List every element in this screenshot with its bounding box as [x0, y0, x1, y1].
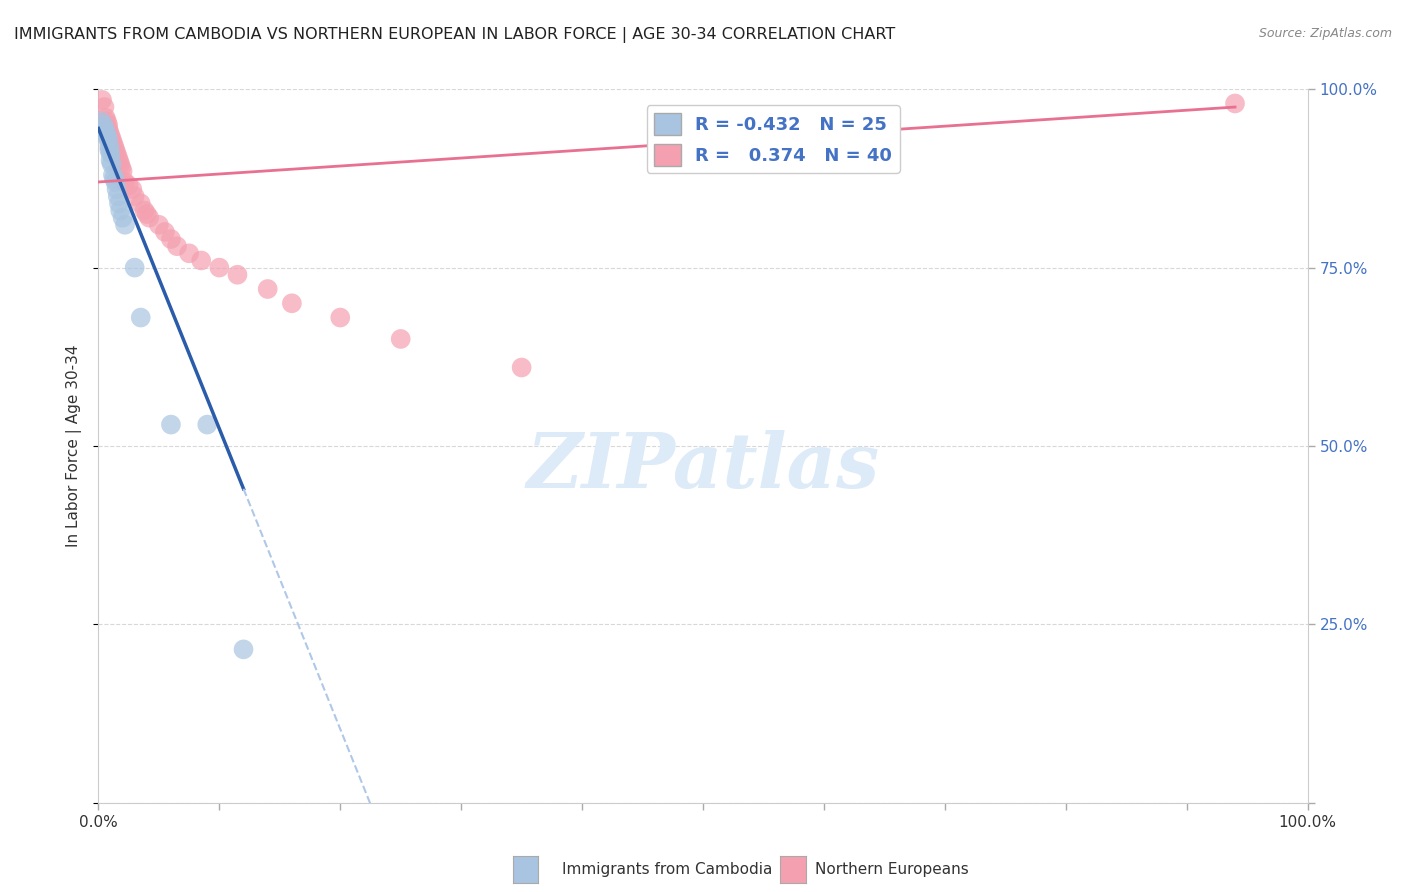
Point	[104, 175, 127, 189]
Point	[281, 296, 304, 310]
Text: Northern Europeans: Northern Europeans	[815, 863, 969, 877]
Point	[114, 175, 136, 189]
Point	[111, 211, 134, 225]
Point	[114, 218, 136, 232]
Point	[135, 207, 157, 221]
Y-axis label: In Labor Force | Age 30-34: In Labor Force | Age 30-34	[66, 344, 83, 548]
Point	[110, 161, 132, 175]
Point	[160, 232, 183, 246]
Point	[118, 178, 141, 193]
Point	[100, 157, 122, 171]
Point	[103, 171, 125, 186]
Text: ZIPatlas: ZIPatlas	[526, 431, 880, 504]
Point	[93, 121, 115, 136]
Point	[101, 168, 124, 182]
Point	[93, 100, 115, 114]
Point	[108, 157, 131, 171]
Point	[94, 111, 117, 125]
Point	[105, 182, 128, 196]
Point	[96, 128, 118, 143]
Point	[129, 196, 152, 211]
Point	[98, 139, 121, 153]
Point	[232, 642, 254, 657]
Point	[104, 143, 127, 157]
Point	[166, 239, 188, 253]
Point	[510, 360, 533, 375]
Point	[108, 153, 131, 168]
Point	[98, 125, 121, 139]
Point	[103, 139, 125, 153]
Point	[195, 417, 218, 432]
Point	[107, 150, 129, 164]
Point	[148, 218, 170, 232]
Point	[105, 146, 128, 161]
Point	[134, 203, 156, 218]
Point	[97, 121, 120, 136]
Point	[389, 332, 412, 346]
Point	[138, 211, 160, 225]
Point	[108, 196, 131, 211]
Point	[96, 114, 118, 128]
Text: IMMIGRANTS FROM CAMBODIA VS NORTHERN EUROPEAN IN LABOR FORCE | AGE 30-34 CORRELA: IMMIGRANTS FROM CAMBODIA VS NORTHERN EUR…	[14, 27, 896, 43]
Text: Source: ZipAtlas.com: Source: ZipAtlas.com	[1258, 27, 1392, 40]
Point	[97, 132, 120, 146]
Point	[1223, 96, 1246, 111]
Point	[100, 153, 122, 168]
Point	[100, 128, 122, 143]
Point	[90, 114, 112, 128]
Point	[190, 253, 212, 268]
Point	[108, 203, 131, 218]
Point	[91, 118, 114, 132]
Point	[226, 268, 249, 282]
Point	[124, 260, 146, 275]
Point	[256, 282, 278, 296]
Point	[100, 132, 122, 146]
Point	[208, 260, 231, 275]
Legend: R = -0.432   N = 25, R =   0.374   N = 40: R = -0.432 N = 25, R = 0.374 N = 40	[647, 105, 900, 173]
Point	[121, 182, 143, 196]
Point	[101, 136, 124, 150]
Point	[124, 189, 146, 203]
Point	[98, 143, 121, 157]
Point	[94, 125, 117, 139]
Point	[107, 189, 129, 203]
Text: Immigrants from Cambodia: Immigrants from Cambodia	[562, 863, 773, 877]
Point	[160, 417, 183, 432]
Point	[129, 310, 152, 325]
Point	[179, 246, 201, 260]
Point	[91, 93, 114, 107]
Point	[329, 310, 352, 325]
Point	[153, 225, 176, 239]
Point	[111, 164, 134, 178]
Point	[100, 146, 122, 161]
Point	[97, 118, 120, 132]
